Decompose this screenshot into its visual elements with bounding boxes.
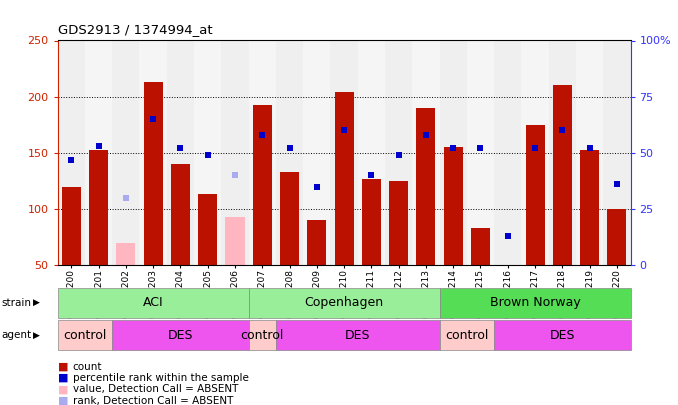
Text: Brown Norway: Brown Norway bbox=[490, 296, 580, 309]
Bar bbox=[525, 125, 544, 265]
Bar bbox=[194, 40, 221, 265]
Bar bbox=[521, 40, 549, 265]
Text: ACI: ACI bbox=[143, 296, 163, 309]
Bar bbox=[603, 40, 631, 265]
Text: count: count bbox=[73, 362, 102, 371]
Bar bbox=[140, 40, 167, 265]
Text: control: control bbox=[445, 328, 489, 342]
Text: ■: ■ bbox=[58, 362, 68, 371]
Text: DES: DES bbox=[550, 328, 575, 342]
Bar bbox=[225, 217, 245, 265]
Bar bbox=[330, 40, 358, 265]
Text: Copenhagen: Copenhagen bbox=[304, 296, 384, 309]
Bar bbox=[467, 40, 494, 265]
Text: DES: DES bbox=[167, 328, 193, 342]
Bar bbox=[112, 40, 140, 265]
Bar bbox=[167, 40, 194, 265]
Bar bbox=[358, 40, 385, 265]
Bar bbox=[443, 147, 463, 265]
Text: ■: ■ bbox=[58, 384, 68, 394]
Bar bbox=[412, 40, 439, 265]
Text: agent: agent bbox=[1, 330, 31, 340]
Bar bbox=[171, 164, 190, 265]
Text: strain: strain bbox=[1, 298, 31, 308]
Bar bbox=[416, 108, 435, 265]
Bar bbox=[117, 243, 136, 265]
Text: ■: ■ bbox=[58, 396, 68, 405]
Text: control: control bbox=[241, 328, 284, 342]
Bar bbox=[280, 172, 299, 265]
Text: rank, Detection Call = ABSENT: rank, Detection Call = ABSENT bbox=[73, 396, 233, 405]
Bar bbox=[385, 40, 412, 265]
Text: ▶: ▶ bbox=[33, 330, 39, 340]
Bar bbox=[85, 40, 112, 265]
Bar bbox=[471, 228, 490, 265]
Bar bbox=[253, 104, 272, 265]
Bar bbox=[494, 40, 521, 265]
Text: DES: DES bbox=[345, 328, 370, 342]
Bar bbox=[58, 40, 85, 265]
Bar bbox=[249, 40, 276, 265]
Bar bbox=[221, 40, 249, 265]
Text: ■: ■ bbox=[58, 373, 68, 383]
Text: percentile rank within the sample: percentile rank within the sample bbox=[73, 373, 248, 383]
Bar bbox=[439, 40, 467, 265]
Bar bbox=[580, 149, 599, 265]
Bar bbox=[307, 220, 326, 265]
Text: ▶: ▶ bbox=[33, 298, 39, 307]
Bar bbox=[144, 82, 163, 265]
Bar bbox=[607, 209, 626, 265]
Bar bbox=[549, 40, 576, 265]
Bar bbox=[303, 40, 330, 265]
Bar bbox=[276, 40, 303, 265]
Bar bbox=[198, 194, 217, 265]
Bar bbox=[576, 40, 603, 265]
Bar bbox=[362, 179, 381, 265]
Bar bbox=[553, 85, 572, 265]
Text: GDS2913 / 1374994_at: GDS2913 / 1374994_at bbox=[58, 23, 212, 36]
Bar bbox=[334, 92, 354, 265]
Text: value, Detection Call = ABSENT: value, Detection Call = ABSENT bbox=[73, 384, 238, 394]
Bar bbox=[389, 181, 408, 265]
Bar bbox=[62, 187, 81, 265]
Text: control: control bbox=[63, 328, 106, 342]
Bar bbox=[89, 149, 108, 265]
